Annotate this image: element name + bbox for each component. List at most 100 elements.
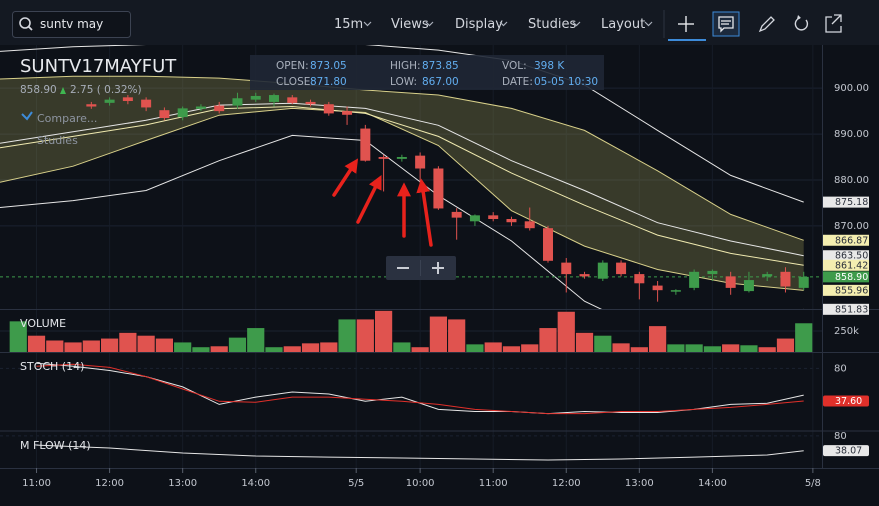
volume-bar xyxy=(301,343,320,352)
candle-body xyxy=(396,157,407,159)
volume-bar xyxy=(338,319,356,352)
compare-link[interactable]: Compare... xyxy=(37,112,97,125)
info-label: OPEN: xyxy=(276,60,309,72)
y-tick-label: 80 xyxy=(834,363,847,374)
compare-icon xyxy=(21,111,33,121)
volume-bar xyxy=(320,342,338,352)
volume-bar xyxy=(795,323,813,352)
up-arrow xyxy=(60,87,66,94)
symbol: SUNTV17MAYFUT xyxy=(20,56,177,77)
candle-body xyxy=(433,168,444,209)
candle-body xyxy=(378,157,389,159)
volume-bar xyxy=(210,346,228,352)
volume-bar xyxy=(722,344,740,352)
candle-body xyxy=(798,276,809,288)
search-text[interactable]: suntv may xyxy=(40,17,103,31)
candle-body xyxy=(634,274,645,284)
volume-bar xyxy=(521,344,539,352)
candle-body xyxy=(689,271,700,288)
volume-bar xyxy=(375,310,393,352)
draw-button[interactable] xyxy=(758,16,775,33)
price-tag xyxy=(823,284,869,296)
candle-body xyxy=(250,95,261,100)
candle-body xyxy=(360,128,371,161)
zoom-in[interactable] xyxy=(432,262,444,274)
x-tick-label: 10:00 xyxy=(406,478,435,489)
y-tick-label: 870.00 xyxy=(834,221,869,232)
volume-bar xyxy=(247,328,265,352)
x-tick-label: 14:00 xyxy=(698,478,727,489)
candle-body xyxy=(104,99,115,103)
annotation-arrows xyxy=(332,158,433,247)
volume-bar xyxy=(46,340,64,352)
volume-bar xyxy=(758,347,776,352)
search-icon xyxy=(27,25,33,31)
candle-body xyxy=(707,270,718,275)
menu-layout[interactable]: Layout xyxy=(601,17,645,32)
volume-bar xyxy=(228,337,247,352)
bollinger-upper xyxy=(0,75,804,241)
x-tick-label: 5/8 xyxy=(805,478,821,489)
x-tick-label: 14:00 xyxy=(241,478,270,489)
indicator-line xyxy=(0,45,804,203)
candle-body xyxy=(141,99,152,108)
menu-interval[interactable]: 15m xyxy=(334,17,363,32)
info-value: 871.80 xyxy=(310,76,347,88)
indicator-line xyxy=(0,134,804,309)
x-tick-label: 13:00 xyxy=(168,478,197,489)
volume-bar xyxy=(101,338,119,352)
candle-body xyxy=(469,215,480,222)
volume-bar xyxy=(411,347,429,352)
y-tick-label: 250k xyxy=(834,326,859,337)
candle-body xyxy=(159,110,170,119)
info-box xyxy=(250,55,604,90)
comment-icon xyxy=(718,16,734,33)
stoch-panel xyxy=(36,362,804,415)
info-label: CLOSE: xyxy=(276,76,314,88)
menu-studies[interactable]: Studies xyxy=(528,17,576,32)
volume-bar xyxy=(703,346,721,352)
price-tag xyxy=(823,303,869,315)
popout-button[interactable] xyxy=(825,14,842,33)
bollinger-lower xyxy=(0,107,804,291)
crosshair-button[interactable] xyxy=(678,16,694,32)
info-value: 398 K xyxy=(534,60,565,72)
volume-bar xyxy=(776,338,795,352)
price-tag-label: 851.83 xyxy=(835,304,868,315)
volume-bar xyxy=(685,344,703,352)
volume-bar xyxy=(575,332,594,352)
x-tick-label: 5/5 xyxy=(348,478,364,489)
volume-bar xyxy=(740,345,758,352)
candle-body xyxy=(543,228,553,261)
y-tick-label: 900.00 xyxy=(834,83,869,94)
info-label: LOW: xyxy=(390,76,417,88)
price-tag xyxy=(823,250,869,262)
panel-dividers xyxy=(0,45,879,469)
studies-link[interactable]: Studies xyxy=(37,134,78,147)
candle-body xyxy=(232,98,243,106)
mflow-panel xyxy=(36,444,804,461)
x-tick-label: 12:00 xyxy=(95,478,124,489)
volume-panel xyxy=(9,310,813,352)
panel-title: M FLOW (14) xyxy=(20,439,91,452)
volume-bar xyxy=(649,326,667,352)
menu-display[interactable]: Display xyxy=(455,17,503,32)
value-tag xyxy=(823,445,869,457)
search-box[interactable] xyxy=(12,11,131,38)
candle-body xyxy=(323,104,334,114)
price-tag-label: 863.50 xyxy=(835,251,868,262)
price-tag xyxy=(823,196,869,208)
candle-body xyxy=(488,215,499,220)
indicator-line xyxy=(36,363,804,415)
indicator-line xyxy=(0,102,804,257)
volume-bar xyxy=(265,347,283,352)
menu-views[interactable]: Views xyxy=(391,17,429,32)
volume-bar xyxy=(356,319,374,352)
refresh-button[interactable] xyxy=(794,17,809,31)
price-tag xyxy=(823,234,869,246)
value-tag-label: 38.07 xyxy=(835,446,862,457)
price-tag-label: 875.18 xyxy=(835,197,868,208)
candle-body xyxy=(287,97,298,103)
volume-bar xyxy=(27,335,46,352)
price-tag-label: 855.96 xyxy=(835,285,868,296)
